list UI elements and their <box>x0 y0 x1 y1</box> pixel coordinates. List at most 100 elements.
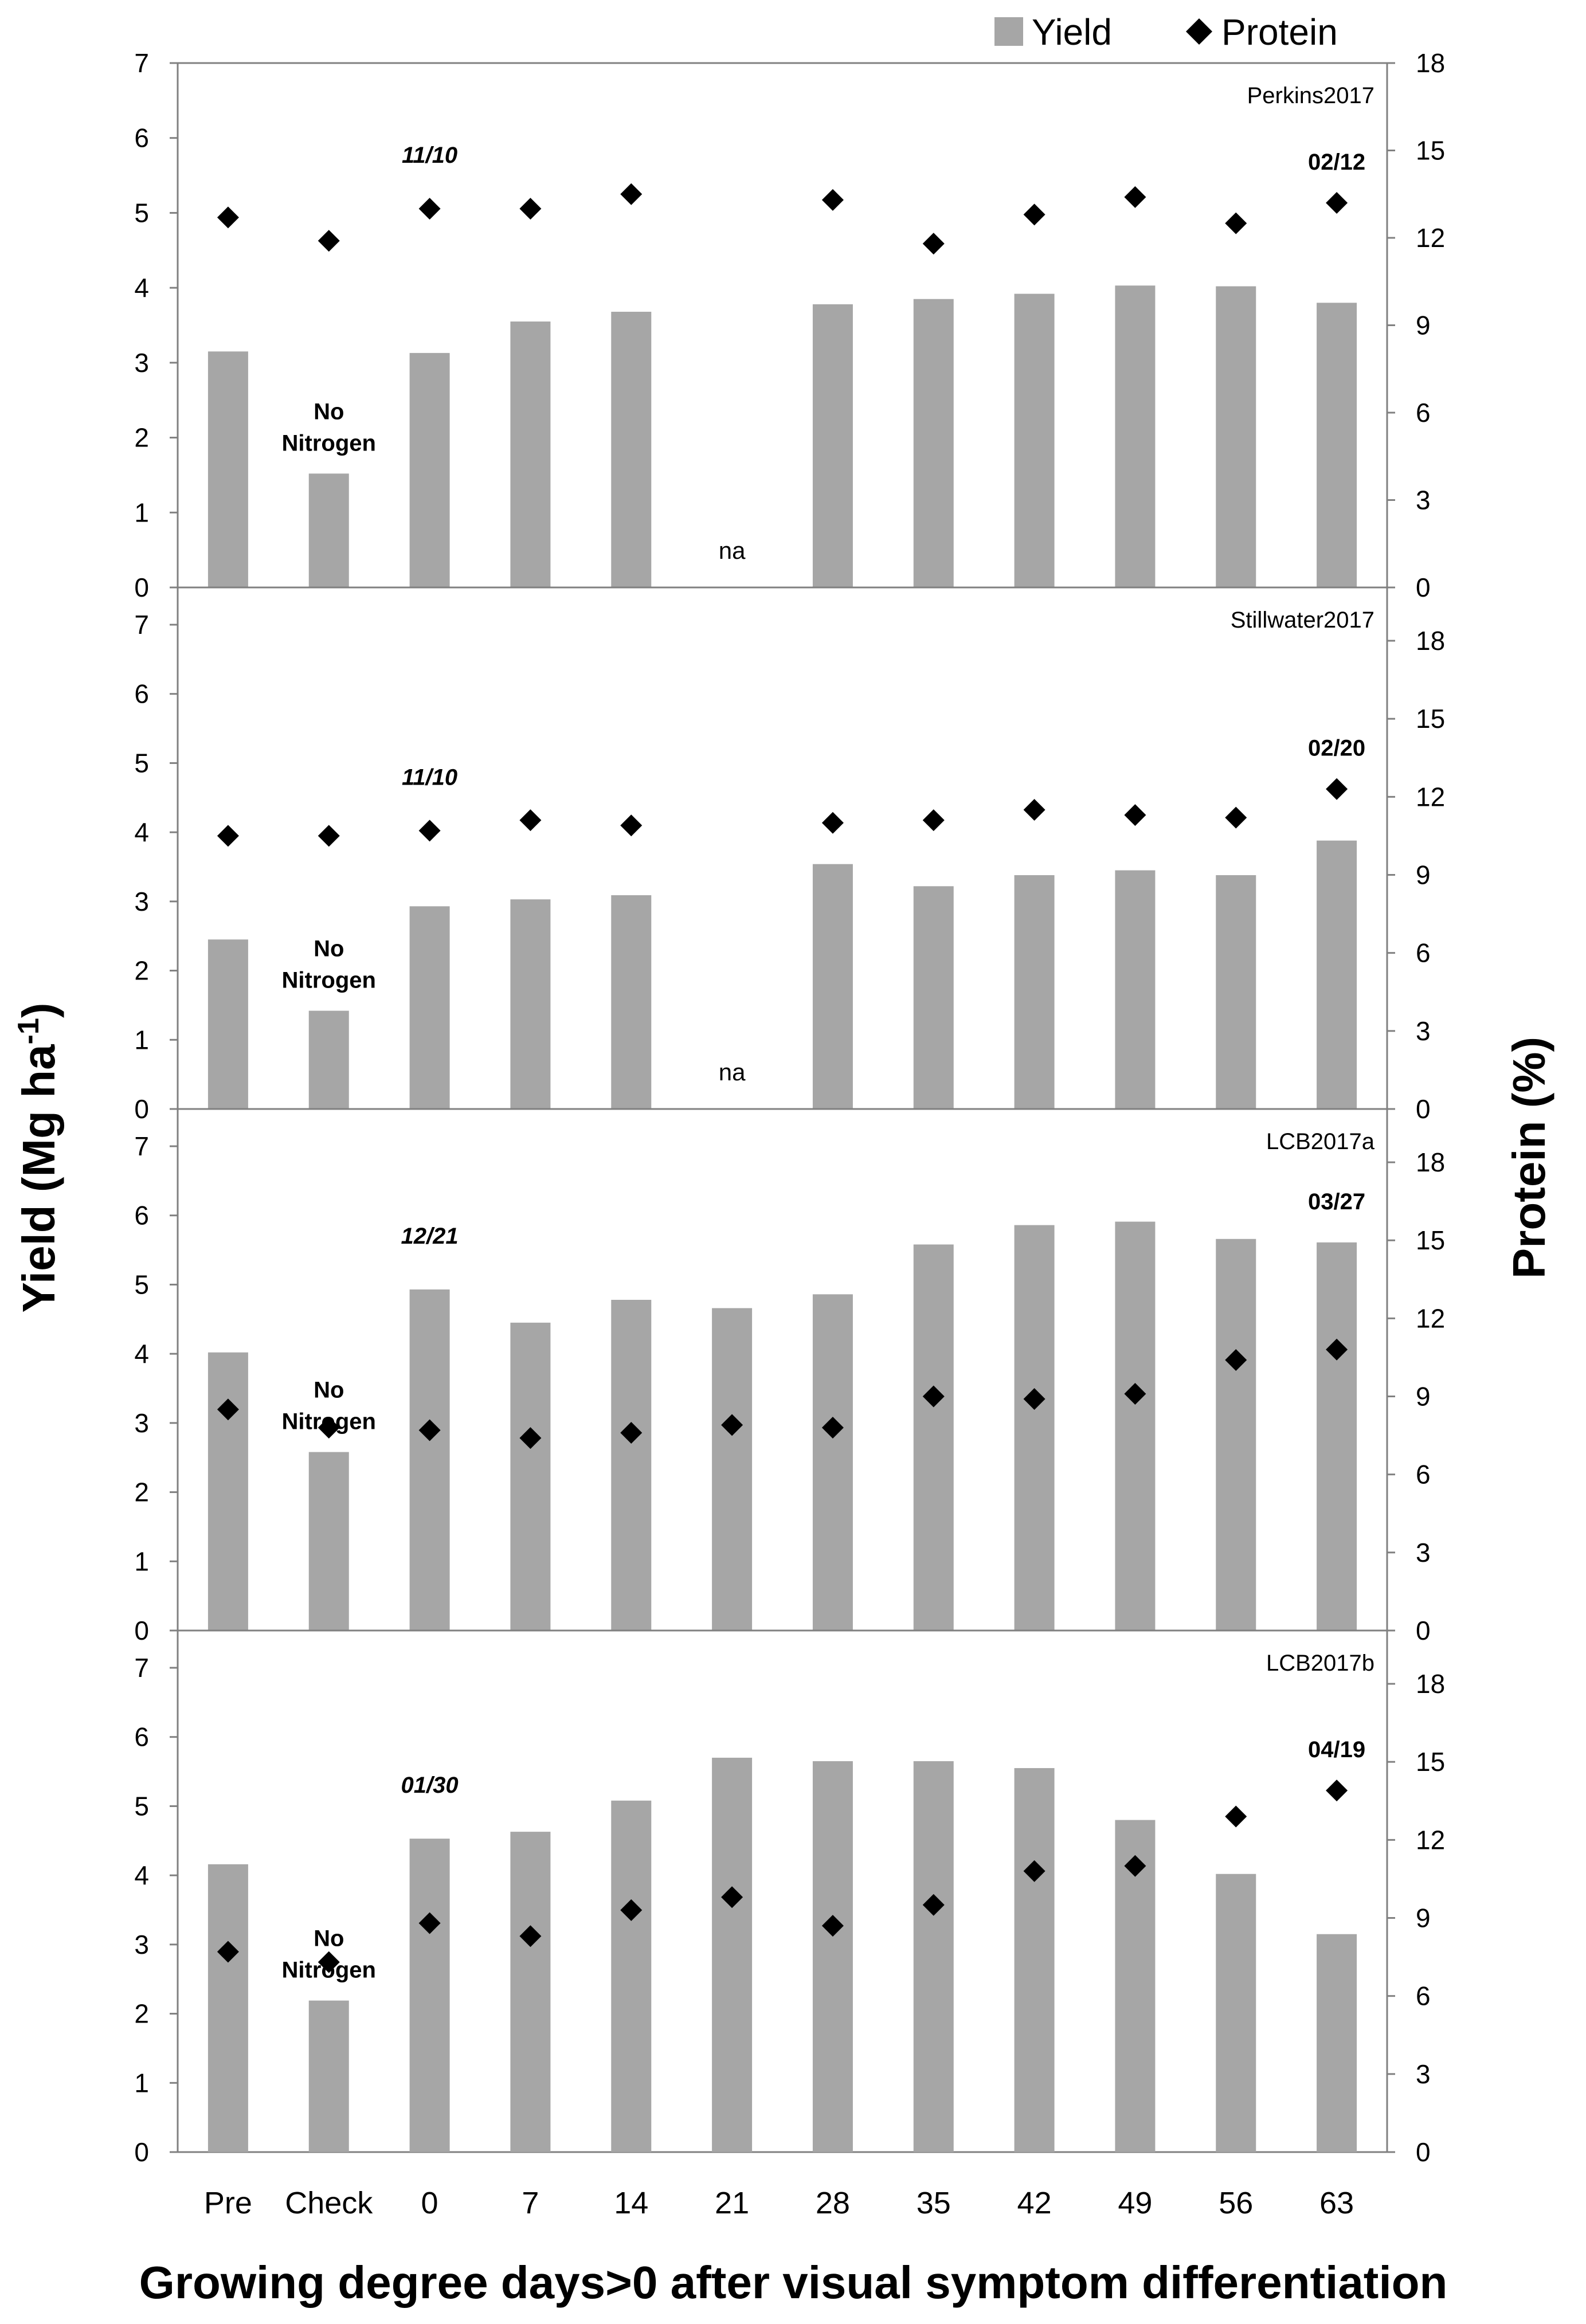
protein-marker <box>922 233 945 255</box>
y-tick-label: 6 <box>134 123 149 153</box>
y2-tick-label: 9 <box>1416 1382 1431 1412</box>
protein-marker <box>922 1894 945 1916</box>
y2-tick-label: 3 <box>1416 485 1431 515</box>
y2-tick-label: 9 <box>1416 311 1431 340</box>
y2-tick-label: 3 <box>1416 2059 1431 2089</box>
yield-bar <box>913 1761 954 2152</box>
yield-bar <box>308 1452 349 1631</box>
check-note: No <box>314 936 344 962</box>
panel-LCB2017a: 012345670369121518LCB2017aNoNitrogen12/2… <box>134 1108 1445 1645</box>
x-category-label: 56 <box>1219 2186 1253 2220</box>
x-category-label: 35 <box>917 2186 951 2220</box>
y2-tick-label: 12 <box>1416 223 1445 253</box>
y-tick-label: 5 <box>134 748 149 778</box>
protein-marker <box>1124 1855 1146 1877</box>
protein-marker <box>1225 1349 1247 1371</box>
yield-bar <box>1317 303 1357 587</box>
y-tick-label: 0 <box>134 1616 149 1645</box>
y-tick-label: 0 <box>134 1094 149 1124</box>
legend-protein-label: Protein <box>1221 11 1338 53</box>
x-category-label: 0 <box>421 2186 438 2220</box>
na-label: na <box>719 1059 746 1085</box>
yield-bar <box>1216 875 1256 1109</box>
y-tick-label: 7 <box>134 1131 149 1161</box>
protein-marker <box>721 1414 743 1436</box>
yield-bar <box>207 939 248 1109</box>
y2-tick-label: 15 <box>1416 704 1445 734</box>
y2-tick-label: 6 <box>1416 1460 1431 1490</box>
yield-bar <box>409 352 450 587</box>
y2-tick-label: 15 <box>1416 1747 1445 1777</box>
y2-tick-label: 0 <box>1416 1094 1431 1124</box>
protein-marker <box>1023 203 1045 226</box>
protein-marker <box>217 825 239 847</box>
protein-marker <box>1225 1805 1247 1828</box>
check-note: Nitrogen <box>282 1409 376 1435</box>
protein-marker <box>1225 212 1247 234</box>
check-note: Nitrogen <box>282 430 376 456</box>
na-label: na <box>719 537 746 564</box>
protein-marker <box>821 189 844 211</box>
yield-bar <box>409 1839 450 2152</box>
y-tick-label: 6 <box>134 679 149 709</box>
yield-bar <box>207 351 248 587</box>
protein-marker <box>922 809 945 832</box>
y-tick-label: 7 <box>134 48 149 78</box>
panels: 012345670369121518Perkins2017NoNitrogen1… <box>134 48 1445 2167</box>
yield-bar <box>308 1010 349 1109</box>
y2-tick-label: 12 <box>1416 1825 1445 1855</box>
yield-bar <box>1014 1225 1055 1631</box>
x-category-label: 14 <box>614 2186 648 2220</box>
y-tick-label: 3 <box>134 348 149 378</box>
yield-bar <box>611 1800 652 2152</box>
panel-LCB2017b: 012345670369121518LCB2017bNoNitrogen01/3… <box>134 1629 1445 2167</box>
y-tick-label: 4 <box>134 1339 149 1369</box>
plot-frame <box>177 1629 1388 2153</box>
protein-marker <box>318 230 340 252</box>
yield-bar <box>510 1832 551 2152</box>
x-category-label: Check <box>285 2186 373 2220</box>
y-tick-label: 3 <box>134 1408 149 1438</box>
y-tick-label: 7 <box>134 610 149 640</box>
y2-tick-label: 12 <box>1416 782 1445 812</box>
protein-marker <box>1326 1338 1348 1361</box>
protein-marker <box>318 1951 340 1973</box>
site-label: LCB2017b <box>1266 1651 1374 1676</box>
protein-marker <box>1124 186 1146 208</box>
x-category-label: 28 <box>816 2186 850 2220</box>
protein-marker <box>418 1419 441 1441</box>
y2-tick-label: 9 <box>1416 860 1431 890</box>
yield-bar <box>1317 1242 1357 1631</box>
protein-marker <box>217 1941 239 1963</box>
yield-bar <box>712 1308 753 1631</box>
yield-bar <box>409 1289 450 1631</box>
yield-bar <box>712 1757 753 2152</box>
y2-tick-label: 18 <box>1416 1669 1445 1699</box>
y2-tick-label: 0 <box>1416 1616 1431 1645</box>
x-category-labels: Pre Check 0 7 14 21 28 35 42 49 56 63 <box>204 2186 1354 2220</box>
y2-tick-label: 15 <box>1416 1225 1445 1255</box>
site-label: Perkins2017 <box>1247 83 1374 108</box>
y-tick-label: 5 <box>134 1269 149 1299</box>
protein-marker <box>318 825 340 847</box>
yield-bar <box>1014 875 1055 1109</box>
protein-marker <box>1326 192 1348 214</box>
y-tick-label: 4 <box>134 273 149 303</box>
protein-marker <box>620 1899 643 1921</box>
y2-axis-title: Protein (%) <box>1503 1037 1554 1279</box>
y-tick-label: 7 <box>134 1653 149 1683</box>
yield-bar <box>308 2000 349 2152</box>
x-category-label: 63 <box>1319 2186 1354 2220</box>
x-category-label: 21 <box>715 2186 749 2220</box>
yield-bar <box>1115 1221 1156 1631</box>
yield-bar <box>207 1352 248 1631</box>
x-category-label: Pre <box>204 2186 252 2220</box>
y2-tick-label: 9 <box>1416 1903 1431 1933</box>
end-date-label: 03/27 <box>1308 1189 1365 1214</box>
y-tick-label: 1 <box>134 2068 149 2098</box>
y-tick-label: 1 <box>134 1025 149 1055</box>
protein-marker <box>1023 1860 1045 1882</box>
site-label: Stillwater2017 <box>1231 608 1374 633</box>
y2-tick-label: 18 <box>1416 48 1445 78</box>
y-tick-label: 2 <box>134 423 149 453</box>
